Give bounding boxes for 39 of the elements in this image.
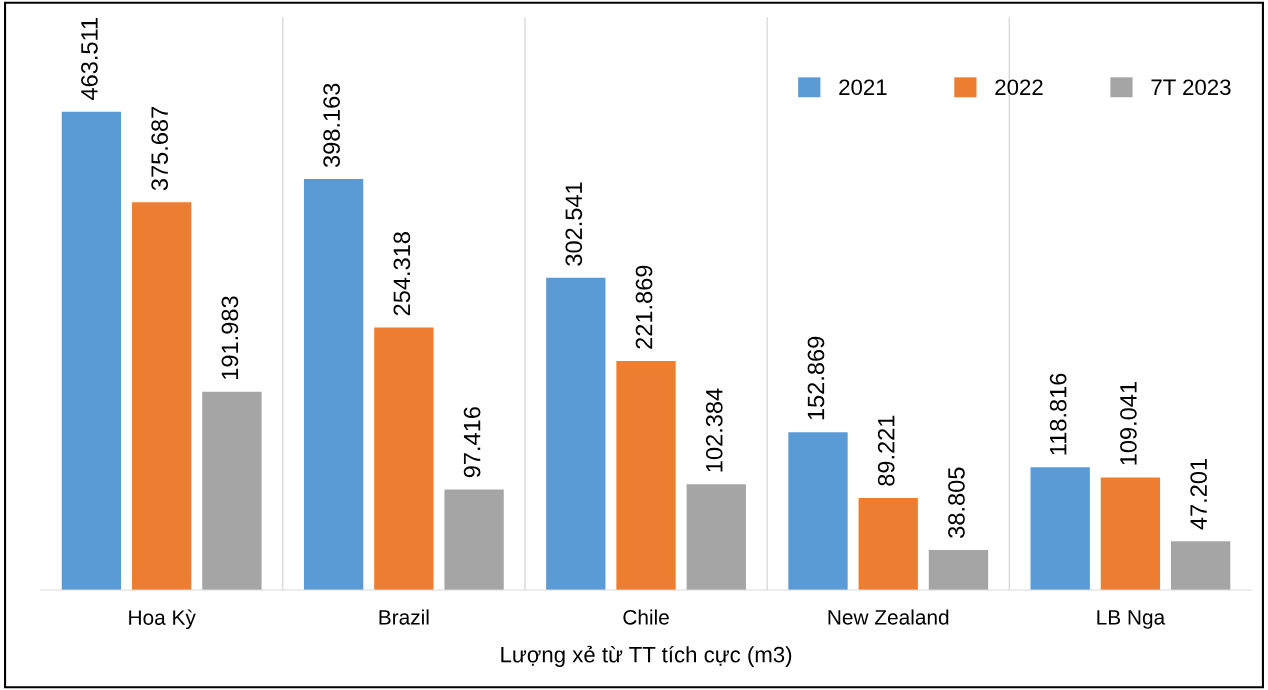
x-tick-label: LB Nga — [1097, 610, 1166, 629]
data-label: 221.869 — [635, 265, 653, 349]
x-axis-title: Lượng xẻ từ TT tích cực (m3) — [501, 645, 792, 667]
bar — [444, 489, 504, 590]
legend-label: 2022 — [995, 79, 1043, 96]
bar — [616, 361, 676, 590]
bar — [1100, 477, 1161, 590]
bar — [61, 111, 122, 590]
bar — [546, 277, 606, 590]
data-label: 191.983 — [221, 296, 239, 379]
data-label: 302.541 — [565, 182, 583, 266]
bar — [132, 202, 192, 590]
data-label: 89.221 — [877, 415, 895, 486]
x-tick-label: Chile — [623, 609, 669, 625]
data-label: 152.869 — [807, 336, 825, 420]
bar — [1030, 467, 1090, 590]
x-tick-label: Brazil — [379, 609, 429, 625]
bar — [858, 497, 918, 590]
data-label: 398.163 — [323, 83, 340, 168]
data-label: 97.416 — [463, 407, 481, 478]
data-label: 102.384 — [705, 388, 723, 472]
x-tick-label: Hoa Kỳ — [129, 609, 196, 630]
data-label: 118.816 — [1049, 373, 1067, 455]
bar — [686, 484, 746, 590]
x-tick-label: New Zealand — [828, 609, 949, 625]
data-label: 375.687 — [151, 107, 169, 191]
data-label: 47.201 — [1190, 459, 1207, 530]
bar — [1170, 541, 1231, 590]
legend-label: 2021 — [839, 79, 887, 96]
bar — [788, 432, 848, 590]
data-label: 254.318 — [393, 232, 411, 316]
legend-label: 7T 2023 — [1151, 79, 1231, 96]
data-label: 463.511 — [81, 18, 98, 100]
data-label: 38.805 — [948, 467, 965, 538]
bar — [928, 549, 989, 590]
bar — [374, 327, 434, 590]
bar — [303, 179, 364, 590]
data-label: 109.041 — [1120, 382, 1137, 465]
bar — [202, 391, 262, 590]
